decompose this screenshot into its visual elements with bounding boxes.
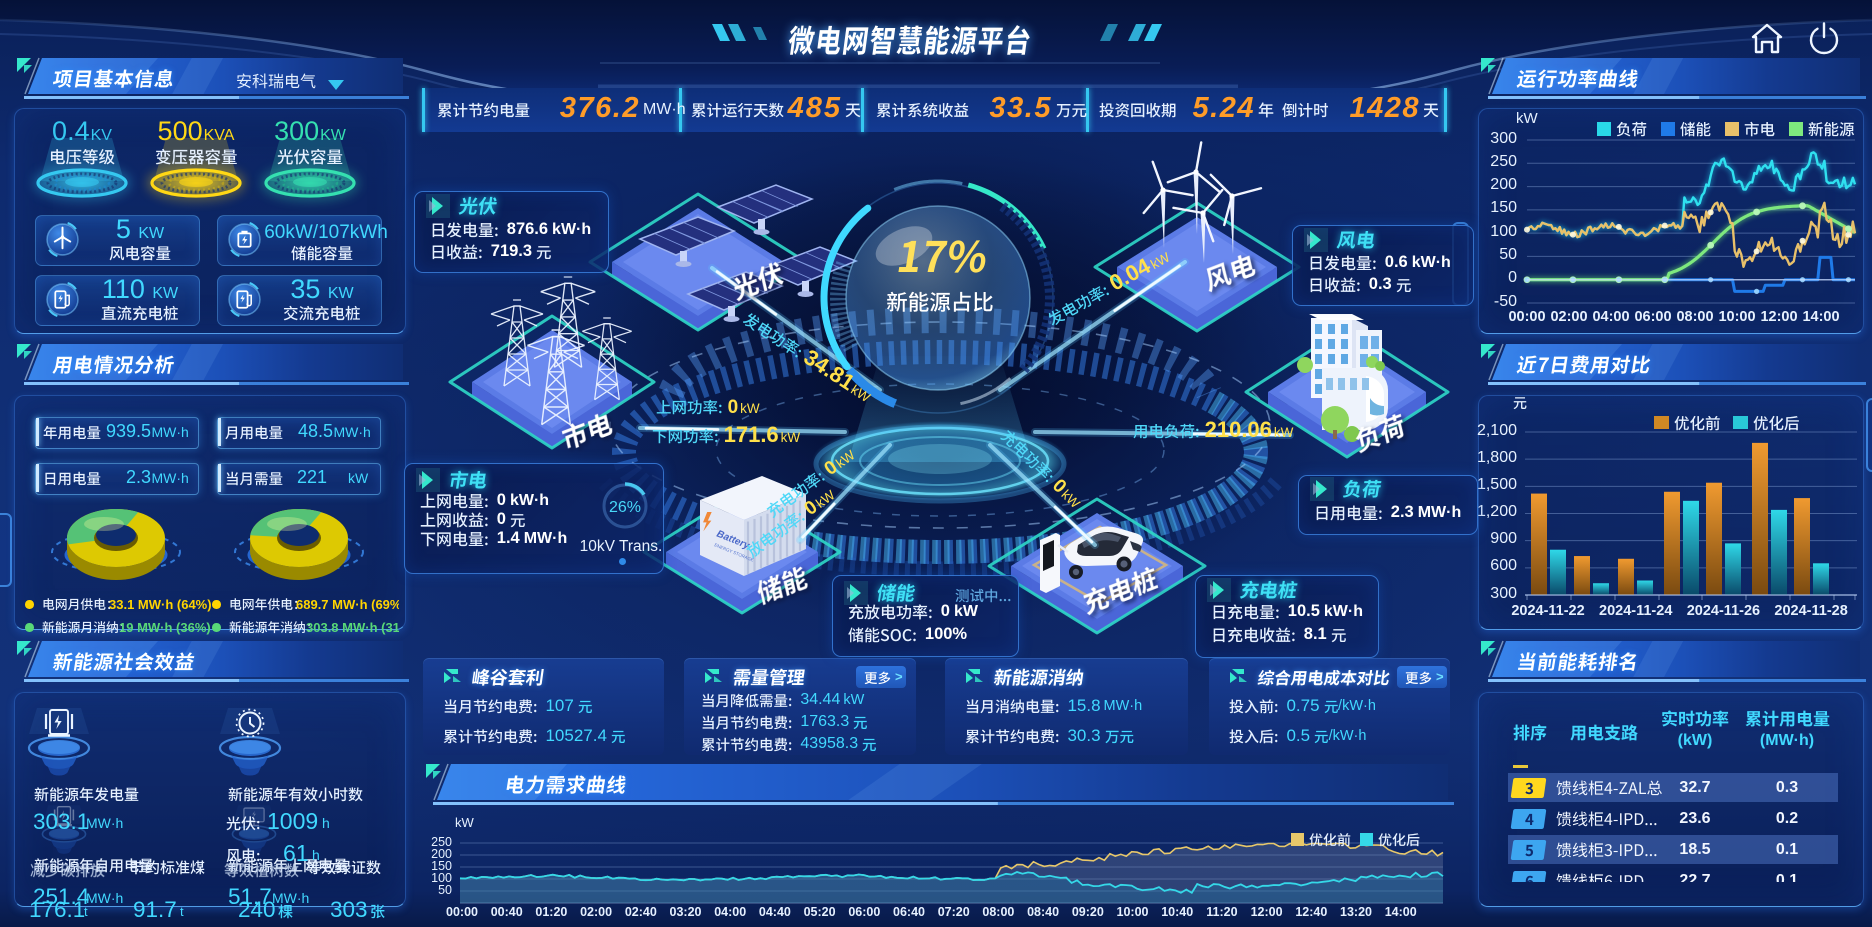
- svg-text:kW: kW: [740, 401, 760, 416]
- svg-text:210.06: 210.06: [1205, 417, 1272, 442]
- svg-text:171.6: 171.6: [724, 422, 779, 447]
- svg-text:0: 0: [728, 397, 739, 418]
- svg-text:kW: kW: [1274, 425, 1294, 440]
- svg-text:kW: kW: [781, 430, 801, 445]
